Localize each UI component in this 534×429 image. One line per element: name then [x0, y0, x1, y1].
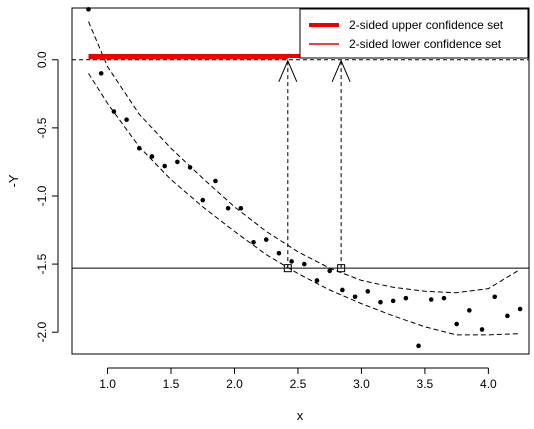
plot-frame [71, 7, 530, 355]
data-point [251, 239, 256, 245]
intersection-arrow-1 [331, 59, 351, 82]
data-point [479, 327, 485, 332]
data-point [327, 268, 332, 274]
data-point [124, 117, 129, 123]
x-tick-label: 3.0 [353, 377, 370, 391]
data-point [200, 197, 206, 203]
data-point [175, 159, 180, 165]
data-point [263, 237, 269, 242]
data-point [314, 278, 320, 283]
y-tick-label: 0.0 [35, 51, 49, 68]
y-axis-label: -Y [6, 174, 21, 187]
x-tick-label: 3.5 [417, 377, 434, 391]
x-axis-label: x [297, 408, 304, 423]
y-tick-label: -1.0 [35, 185, 49, 206]
data-point [276, 250, 282, 256]
legend: 2-sided upper confidence set 2-sided low… [299, 8, 529, 59]
data-point [225, 205, 231, 211]
x-tick-label: 2.5 [290, 377, 307, 391]
upper-band-curve [88, 21, 521, 294]
data-point [149, 154, 155, 159]
data-point [365, 289, 371, 294]
y-tick-label: -0.5 [35, 117, 49, 138]
plot-layer [72, 7, 529, 349]
data-point [441, 295, 447, 301]
x-tick-label: 2.0 [226, 377, 243, 391]
y-tick-label: -2.0 [35, 322, 49, 343]
data-point [98, 71, 104, 76]
intersection-arrow-0 [278, 59, 298, 82]
x-tick-label: 1.5 [163, 377, 180, 391]
legend-label-upper: 2-sided upper confidence set [349, 18, 504, 32]
lower-band-curve [88, 73, 521, 336]
data-point [162, 163, 167, 169]
data-point [454, 321, 459, 327]
legend-label-lower: 2-sided lower confidence set [349, 37, 502, 51]
intersection-marker-1 [337, 264, 346, 273]
data-point [467, 308, 472, 313]
y-tick-label: -1.5 [35, 253, 49, 274]
data-point [238, 205, 244, 211]
data-point [492, 294, 498, 300]
data-point [187, 165, 193, 170]
data-point [390, 298, 396, 304]
legend-box [299, 8, 529, 59]
x-tick-label: 4.0 [480, 377, 497, 391]
data-point [352, 294, 358, 300]
x-tick-label: 1.0 [99, 377, 116, 391]
data-point [428, 297, 434, 302]
axis-layer: 1.0 1.5 2.0 2.5 3.0 3.5 4.0 0.0 -0.5 -1.0 -1.5 -2.0 [35, 51, 497, 391]
data-point [289, 259, 294, 264]
data-point [505, 313, 510, 319]
data-point [302, 261, 307, 267]
data-point [340, 287, 345, 293]
intersection-marker-0 [283, 264, 292, 273]
data-point [416, 343, 421, 349]
data-point [378, 299, 383, 305]
data-point [403, 295, 409, 301]
data-point [213, 178, 218, 184]
data-point [517, 306, 523, 312]
data-point [136, 146, 142, 151]
data-point [111, 109, 117, 114]
